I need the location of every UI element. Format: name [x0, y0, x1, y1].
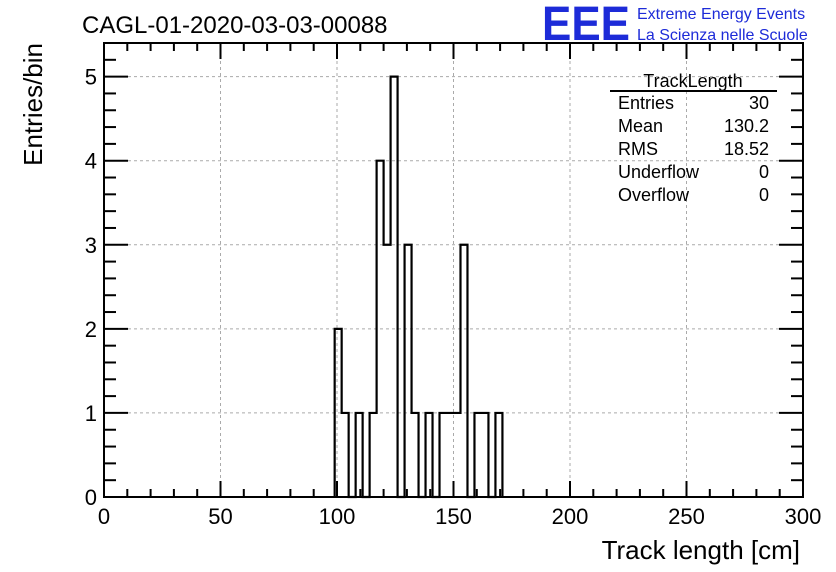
histogram-bin	[447, 413, 454, 497]
stats-row-value: 0	[759, 162, 769, 182]
y-tick-label: 0	[85, 485, 97, 510]
stats-row-label: Entries	[618, 93, 674, 113]
logo-line-2: La Scienza nelle Scuole	[637, 27, 808, 44]
histogram-outline	[333, 75, 504, 499]
y-tick-label: 3	[85, 233, 97, 258]
stats-rows: Entries 30 Mean 130.2 RMS 18.52 Underflow 0 Over…	[618, 93, 769, 205]
x-tick-label: 50	[208, 504, 232, 529]
stats-row-label: Overflow	[618, 185, 690, 205]
chart-title: CAGL-01-2020-03-03-00088	[82, 12, 388, 39]
stats-box-name: TrackLength	[643, 71, 742, 91]
histogram-series	[333, 75, 504, 499]
stats-row-label: Mean	[618, 116, 663, 136]
stats-box: TrackLength Entries 30 Mean 130.2 RMS 18.52 Un…	[610, 71, 777, 205]
eee-logo: EEE Extreme Energy Events La Scienza nel…	[542, 0, 808, 51]
y-axis-title: Entries/bin	[18, 43, 48, 166]
histogram-bin	[454, 413, 461, 497]
stats-row-value: 130.2	[724, 116, 769, 136]
stats-row-value: 0	[759, 185, 769, 205]
y-tick-label: 4	[85, 149, 97, 174]
grid-lines	[104, 43, 803, 497]
stats-row-label: RMS	[618, 139, 658, 159]
x-tick-label: 100	[319, 504, 356, 529]
x-tick-label: 0	[98, 504, 110, 529]
y-tick-label: 2	[85, 317, 97, 342]
stats-row-label: Underflow	[618, 162, 700, 182]
stats-row-value: 18.52	[724, 139, 769, 159]
x-tick-label: 150	[435, 504, 472, 529]
x-tick-labels: 0 50 100 150 200 250 300	[98, 504, 821, 529]
stats-row-value: 30	[749, 93, 769, 113]
axis-ticks	[103, 42, 804, 498]
histogram-bin	[384, 245, 391, 497]
x-tick-label: 250	[668, 504, 705, 529]
logo-line-1: Extreme Energy Events	[637, 6, 805, 23]
y-tick-label: 5	[85, 65, 97, 90]
y-tick-label: 1	[85, 401, 97, 426]
x-axis-title: Track length [cm]	[602, 535, 800, 565]
x-tick-label: 200	[552, 504, 589, 529]
y-tick-labels: 0 1 2 3 4 5	[85, 65, 97, 510]
x-tick-label: 300	[785, 504, 822, 529]
